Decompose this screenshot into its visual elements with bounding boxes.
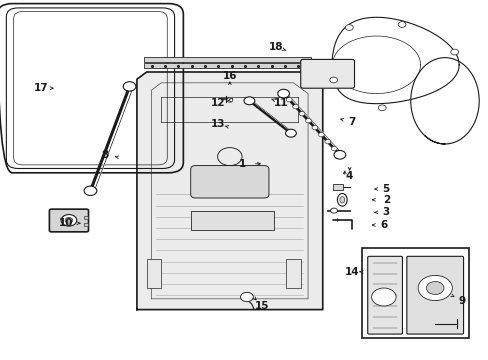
Circle shape	[331, 147, 337, 151]
Circle shape	[61, 215, 77, 226]
Circle shape	[330, 208, 337, 213]
FancyBboxPatch shape	[300, 59, 354, 88]
Text: 10: 10	[59, 218, 73, 228]
Circle shape	[84, 186, 97, 195]
Text: 18: 18	[268, 42, 283, 52]
Circle shape	[299, 112, 305, 116]
Bar	[144, 63, 310, 68]
Circle shape	[305, 118, 311, 123]
Text: 5: 5	[382, 184, 389, 194]
Circle shape	[371, 288, 395, 306]
Bar	[285, 259, 300, 288]
Circle shape	[417, 275, 451, 301]
Circle shape	[397, 22, 405, 27]
Text: 17: 17	[34, 83, 49, 93]
Circle shape	[324, 140, 330, 144]
FancyBboxPatch shape	[190, 166, 268, 198]
Circle shape	[345, 24, 352, 30]
Bar	[84, 216, 88, 219]
Circle shape	[450, 49, 458, 55]
Bar	[361, 248, 468, 338]
Text: 12: 12	[210, 98, 224, 108]
Bar	[144, 57, 310, 62]
Text: 14: 14	[344, 267, 359, 277]
Text: 8: 8	[102, 150, 108, 160]
Circle shape	[285, 129, 296, 137]
Bar	[190, 211, 273, 230]
Circle shape	[329, 77, 337, 83]
Ellipse shape	[337, 194, 346, 206]
Text: 4: 4	[345, 171, 353, 181]
Polygon shape	[137, 72, 322, 310]
Text: 13: 13	[210, 119, 224, 129]
Circle shape	[240, 292, 253, 302]
Text: 6: 6	[380, 220, 386, 230]
Text: 16: 16	[222, 71, 237, 81]
Text: 7: 7	[347, 117, 355, 127]
Circle shape	[65, 217, 73, 223]
Bar	[84, 223, 88, 226]
Text: 3: 3	[382, 207, 389, 217]
Circle shape	[292, 104, 298, 109]
Circle shape	[378, 105, 386, 111]
Bar	[332, 184, 343, 190]
Circle shape	[333, 150, 345, 159]
FancyBboxPatch shape	[49, 209, 88, 232]
Text: 9: 9	[458, 296, 465, 306]
Circle shape	[244, 97, 254, 105]
Circle shape	[123, 82, 136, 91]
Text: 2: 2	[382, 195, 389, 205]
FancyBboxPatch shape	[406, 256, 463, 334]
Circle shape	[285, 98, 291, 102]
Text: 15: 15	[254, 301, 268, 311]
Bar	[146, 259, 161, 288]
Circle shape	[318, 132, 324, 137]
Text: 1: 1	[238, 159, 245, 169]
Text: 11: 11	[273, 98, 288, 108]
Circle shape	[426, 282, 443, 294]
FancyBboxPatch shape	[367, 256, 402, 334]
Ellipse shape	[339, 197, 344, 203]
Circle shape	[277, 89, 289, 98]
Circle shape	[311, 126, 317, 130]
Circle shape	[226, 98, 232, 102]
